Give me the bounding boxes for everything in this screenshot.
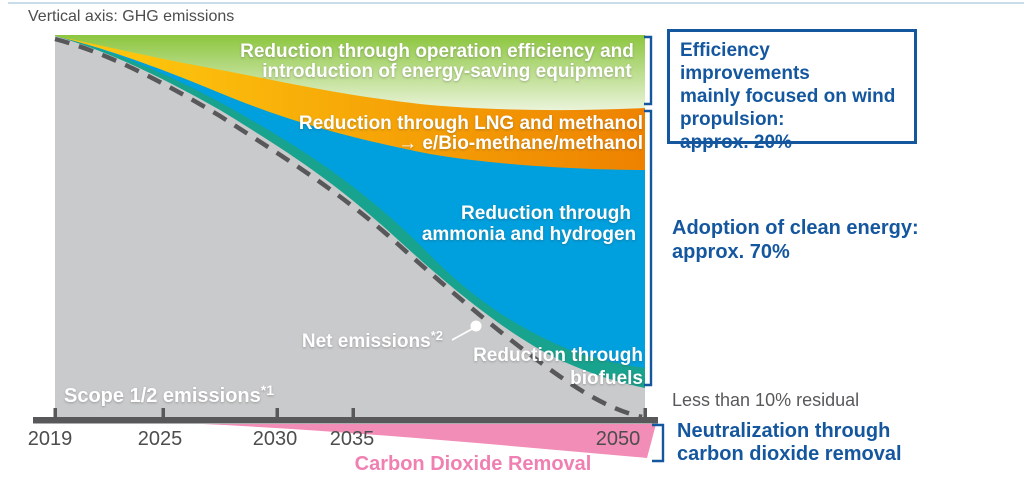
label-biofuels-line1: Reduction through bbox=[473, 345, 643, 366]
x-tick-2019: 2019 bbox=[28, 428, 73, 450]
x-axis-bar bbox=[33, 417, 658, 424]
label-lng-methanol-line2: → e/Bio-methane/methanol bbox=[398, 133, 643, 154]
clean-energy-text: Adoption of clean energy: bbox=[672, 217, 919, 239]
label-scope12-emissions: Scope 1/2 emissions*1 bbox=[64, 382, 274, 407]
label-net-emissions: Net emissions*2 bbox=[302, 328, 443, 352]
net-emissions-dot bbox=[470, 320, 482, 332]
label-operation-efficiency-line2: introduction of energy-saving equipment bbox=[262, 61, 632, 82]
x-tick-2025: 2025 bbox=[138, 428, 183, 450]
x-tick-2030: 2030 bbox=[253, 428, 298, 450]
efficiency-annotation-line1: Efficiency improvements bbox=[680, 40, 810, 84]
x-tick-2050: 2050 bbox=[596, 428, 641, 450]
neutralization-line1: Neutralization through bbox=[677, 420, 891, 442]
label-operation-efficiency-line1: Reduction through operation efficiency a… bbox=[240, 41, 634, 62]
neutralization-line2: carbon dioxide removal bbox=[677, 443, 902, 465]
label-biofuels-line2: biofuels bbox=[570, 368, 643, 389]
vertical-axis-note: Vertical axis: GHG emissions bbox=[28, 8, 235, 25]
bracket-efficiency bbox=[644, 35, 653, 106]
efficiency-annotation-line2: mainly focused on wind bbox=[680, 86, 896, 107]
net-emissions-pointer-line bbox=[451, 328, 473, 341]
bracket-clean-energy bbox=[644, 109, 653, 387]
label-carbon-dioxide-removal: Carbon Dioxide Removal bbox=[355, 453, 592, 475]
efficiency-annotation-value: approx. 20% bbox=[680, 132, 792, 153]
residual-annotation: Less than 10% residual bbox=[672, 390, 860, 410]
x-axis-labels: 2019 2025 2030 2035 2050 bbox=[28, 428, 641, 450]
net-emissions-line bbox=[54, 36, 643, 420]
label-ammonia-hydrogen-line2: ammonia and hydrogen bbox=[422, 224, 636, 245]
neutralization-annotation: Neutralization through carbon dioxide re… bbox=[677, 420, 977, 466]
label-lng-methanol-line1: Reduction through LNG and methanol bbox=[299, 113, 643, 134]
label-ammonia-hydrogen-line1: Reduction through bbox=[461, 203, 631, 224]
x-tick-2035: 2035 bbox=[330, 428, 375, 450]
area-carbon-dioxide-removal bbox=[203, 424, 656, 458]
bracket-neutralization bbox=[652, 423, 665, 463]
clean-energy-annotation: Adoption of clean energy: approx. 70% bbox=[672, 216, 992, 264]
area-scope12-emissions bbox=[55, 36, 645, 417]
x-axis-ticks bbox=[53, 408, 647, 417]
efficiency-annotation-box: Efficiency improvements mainly focused o… bbox=[667, 29, 917, 153]
efficiency-annotation-line3: propulsion: bbox=[680, 109, 785, 130]
clean-energy-value: approx. 70% bbox=[672, 241, 790, 263]
top-border-line bbox=[8, 2, 1024, 4]
